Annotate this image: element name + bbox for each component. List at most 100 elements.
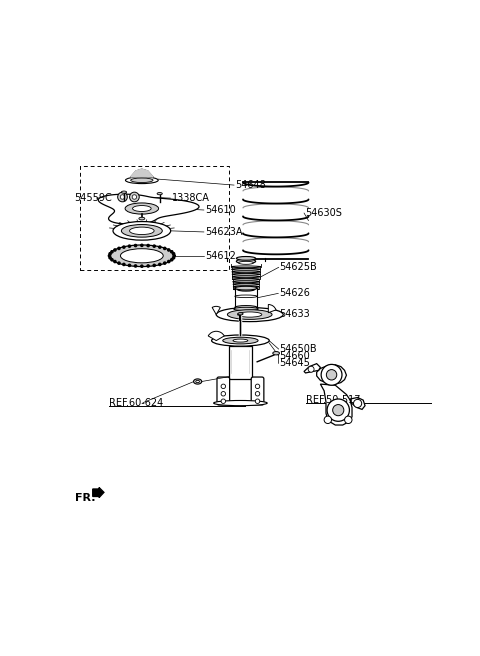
Circle shape bbox=[111, 258, 113, 261]
Circle shape bbox=[221, 392, 226, 396]
Circle shape bbox=[130, 192, 139, 202]
Circle shape bbox=[123, 263, 125, 266]
Ellipse shape bbox=[235, 286, 257, 290]
Circle shape bbox=[128, 245, 131, 247]
Circle shape bbox=[134, 265, 137, 267]
Ellipse shape bbox=[233, 339, 248, 342]
Circle shape bbox=[147, 245, 149, 247]
Polygon shape bbox=[93, 487, 104, 497]
Ellipse shape bbox=[237, 287, 255, 291]
Circle shape bbox=[109, 253, 111, 255]
Circle shape bbox=[255, 392, 260, 396]
Polygon shape bbox=[321, 384, 352, 425]
Ellipse shape bbox=[214, 400, 267, 405]
Circle shape bbox=[159, 246, 161, 248]
Circle shape bbox=[170, 251, 173, 253]
Ellipse shape bbox=[239, 261, 253, 264]
Circle shape bbox=[118, 262, 120, 264]
Circle shape bbox=[164, 262, 166, 264]
Polygon shape bbox=[131, 169, 153, 177]
Polygon shape bbox=[304, 363, 321, 373]
Ellipse shape bbox=[131, 178, 153, 182]
Text: 54559C: 54559C bbox=[74, 193, 112, 203]
Ellipse shape bbox=[113, 222, 171, 240]
FancyBboxPatch shape bbox=[251, 377, 264, 405]
Text: 54625B: 54625B bbox=[279, 262, 317, 272]
Ellipse shape bbox=[233, 289, 259, 290]
Text: REF.60-624: REF.60-624 bbox=[109, 398, 164, 407]
Text: 54612: 54612 bbox=[205, 251, 236, 261]
Text: 54610: 54610 bbox=[205, 205, 236, 215]
Ellipse shape bbox=[234, 307, 258, 311]
FancyBboxPatch shape bbox=[229, 346, 252, 379]
Polygon shape bbox=[317, 365, 347, 384]
Text: 54660: 54660 bbox=[279, 351, 310, 361]
Circle shape bbox=[120, 195, 125, 199]
Ellipse shape bbox=[223, 337, 258, 344]
Circle shape bbox=[141, 265, 143, 267]
Ellipse shape bbox=[238, 312, 262, 317]
Wedge shape bbox=[212, 306, 220, 314]
Circle shape bbox=[134, 245, 137, 247]
Circle shape bbox=[326, 369, 337, 380]
Ellipse shape bbox=[132, 205, 151, 211]
Wedge shape bbox=[268, 304, 276, 313]
Circle shape bbox=[164, 247, 166, 249]
Circle shape bbox=[173, 255, 175, 257]
Ellipse shape bbox=[232, 271, 260, 273]
Text: REF.50-517: REF.50-517 bbox=[305, 395, 360, 405]
FancyBboxPatch shape bbox=[217, 377, 229, 405]
Ellipse shape bbox=[139, 217, 145, 220]
Ellipse shape bbox=[238, 313, 243, 315]
Circle shape bbox=[333, 405, 344, 416]
Ellipse shape bbox=[273, 352, 279, 355]
Ellipse shape bbox=[232, 278, 260, 280]
Circle shape bbox=[327, 399, 349, 421]
Text: 54626: 54626 bbox=[279, 289, 311, 298]
Ellipse shape bbox=[228, 310, 272, 319]
Ellipse shape bbox=[157, 192, 162, 195]
Circle shape bbox=[172, 256, 175, 259]
Ellipse shape bbox=[235, 295, 257, 298]
Ellipse shape bbox=[130, 227, 154, 235]
Ellipse shape bbox=[212, 335, 269, 346]
Circle shape bbox=[345, 416, 352, 424]
Circle shape bbox=[123, 246, 125, 248]
Circle shape bbox=[324, 416, 332, 424]
Ellipse shape bbox=[193, 379, 202, 384]
Circle shape bbox=[114, 260, 116, 262]
Text: FR.: FR. bbox=[75, 493, 96, 503]
Circle shape bbox=[114, 249, 116, 251]
Circle shape bbox=[221, 384, 226, 388]
Circle shape bbox=[321, 364, 342, 385]
Ellipse shape bbox=[232, 276, 260, 277]
Circle shape bbox=[141, 244, 143, 247]
Circle shape bbox=[172, 253, 175, 255]
Text: 54648: 54648 bbox=[235, 180, 265, 190]
Text: 54650B: 54650B bbox=[279, 344, 317, 354]
Text: 54645: 54645 bbox=[279, 358, 311, 368]
Circle shape bbox=[118, 247, 120, 249]
Ellipse shape bbox=[233, 283, 259, 285]
Ellipse shape bbox=[121, 191, 127, 194]
Ellipse shape bbox=[236, 256, 256, 260]
Ellipse shape bbox=[120, 249, 163, 263]
FancyBboxPatch shape bbox=[235, 288, 257, 308]
Ellipse shape bbox=[232, 274, 260, 275]
Text: 54633: 54633 bbox=[279, 309, 310, 319]
Circle shape bbox=[170, 258, 173, 261]
Circle shape bbox=[147, 265, 149, 267]
Circle shape bbox=[255, 384, 260, 388]
Polygon shape bbox=[98, 194, 199, 224]
Ellipse shape bbox=[233, 286, 259, 287]
Circle shape bbox=[168, 249, 170, 251]
Circle shape bbox=[109, 256, 111, 259]
Circle shape bbox=[111, 251, 113, 253]
Ellipse shape bbox=[196, 380, 200, 382]
Ellipse shape bbox=[236, 259, 256, 264]
Ellipse shape bbox=[235, 306, 257, 310]
Circle shape bbox=[108, 255, 110, 257]
Text: 54630S: 54630S bbox=[305, 208, 342, 218]
Wedge shape bbox=[208, 331, 224, 340]
Circle shape bbox=[118, 192, 127, 202]
